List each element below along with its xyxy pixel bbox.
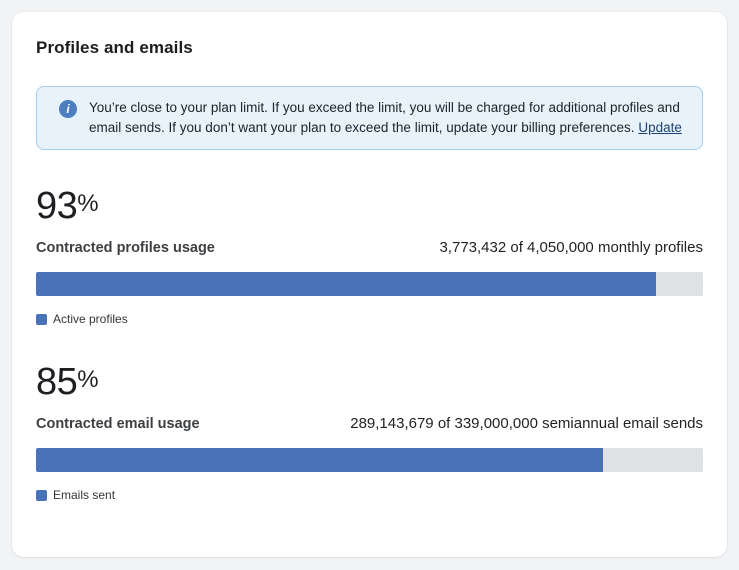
- email-usage-numbers: 289,143,679 of 339,000,000 semiannual em…: [350, 415, 703, 432]
- email-usage-section: 85% Contracted email usage 289,143,679 o…: [36, 360, 703, 502]
- percent-value: 93: [36, 185, 78, 227]
- emails-sent-swatch: [36, 489, 47, 501]
- emails-sent-label: Emails sent: [53, 488, 116, 502]
- info-icon: i: [59, 100, 77, 118]
- email-legend: Emails sent: [36, 488, 703, 502]
- update-billing-link[interactable]: Update: [638, 120, 682, 135]
- email-usage-row: Contracted email usage 289,143,679 of 33…: [36, 415, 703, 432]
- page-title: Profiles and emails: [36, 38, 193, 57]
- email-usage-percent: 85%: [36, 360, 703, 409]
- profiles-usage-percent: 93%: [36, 184, 703, 233]
- email-progress-fill: [36, 448, 603, 472]
- email-progress-track: [36, 448, 703, 472]
- profiles-and-emails-card: Profiles and emails i You’re close to yo…: [12, 12, 727, 557]
- percent-value: 85: [36, 361, 78, 403]
- email-usage-label: Contracted email usage: [36, 416, 200, 432]
- plan-limit-alert: i You’re close to your plan limit. If yo…: [36, 86, 703, 150]
- alert-text: You’re close to your plan limit. If you …: [89, 100, 680, 135]
- profiles-usage-section: 93% Contracted profiles usage 3,773,432 …: [36, 184, 703, 326]
- profiles-usage-row: Contracted profiles usage 3,773,432 of 4…: [36, 239, 703, 256]
- profiles-usage-label: Contracted profiles usage: [36, 240, 215, 256]
- profiles-legend: Active profiles: [36, 312, 703, 326]
- profiles-progress-track: [36, 272, 703, 296]
- percent-unit: %: [77, 190, 99, 217]
- active-profiles-swatch: [36, 313, 47, 325]
- profiles-usage-numbers: 3,773,432 of 4,050,000 monthly profiles: [439, 239, 703, 256]
- percent-unit: %: [77, 366, 99, 393]
- alert-message: You’re close to your plan limit. If you …: [89, 98, 686, 138]
- profiles-progress-fill: [36, 272, 657, 296]
- active-profiles-label: Active profiles: [53, 312, 128, 326]
